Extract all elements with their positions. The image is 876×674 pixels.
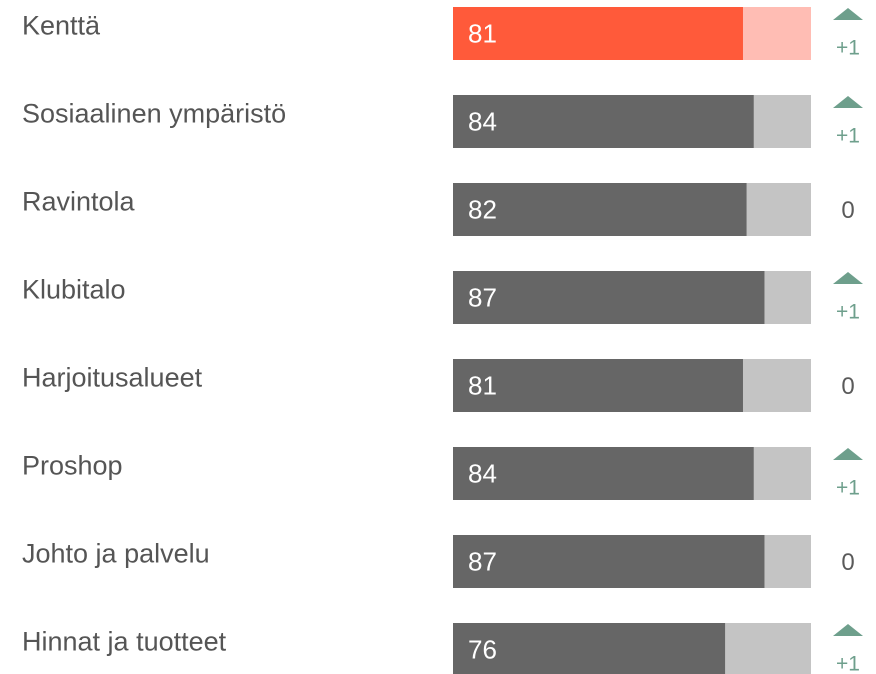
bar-value: 87	[468, 546, 497, 576]
bar-value: 81	[468, 18, 497, 48]
bar-value: 81	[468, 370, 497, 400]
bar-value: 84	[468, 106, 497, 136]
bar-value: 84	[468, 458, 497, 488]
bar	[453, 359, 743, 412]
bar-value: 82	[468, 194, 497, 224]
bar-value: 87	[468, 282, 497, 312]
change-label: +1	[836, 125, 860, 148]
bar	[453, 95, 754, 148]
change-label: 0	[841, 373, 854, 400]
category-label: Johto ja palvelu	[22, 539, 210, 569]
bar	[453, 447, 754, 500]
bar	[453, 183, 747, 236]
bar	[453, 271, 765, 324]
up-arrow	[833, 624, 863, 636]
bar	[453, 535, 765, 588]
change-label: +1	[836, 37, 860, 60]
up-arrow	[833, 272, 863, 284]
change-label: +1	[836, 301, 860, 324]
change-label: +1	[836, 477, 860, 500]
bar-value: 76	[468, 634, 497, 664]
up-arrow	[833, 96, 863, 108]
up-arrow	[833, 8, 863, 20]
category-label: Hinnat ja tuotteet	[22, 627, 227, 657]
up-arrow	[833, 448, 863, 460]
category-label: Harjoitusalueet	[22, 363, 203, 393]
category-label: Sosiaalinen ympäristö	[22, 99, 286, 129]
bar	[453, 7, 743, 60]
category-label: Ravintola	[22, 187, 136, 217]
category-label: Klubitalo	[22, 275, 126, 305]
change-label: 0	[841, 549, 854, 576]
change-label: 0	[841, 197, 854, 224]
category-label: Kenttä	[22, 11, 101, 41]
change-label: +1	[836, 653, 860, 674]
category-label: Proshop	[22, 451, 123, 481]
bar	[453, 623, 726, 674]
